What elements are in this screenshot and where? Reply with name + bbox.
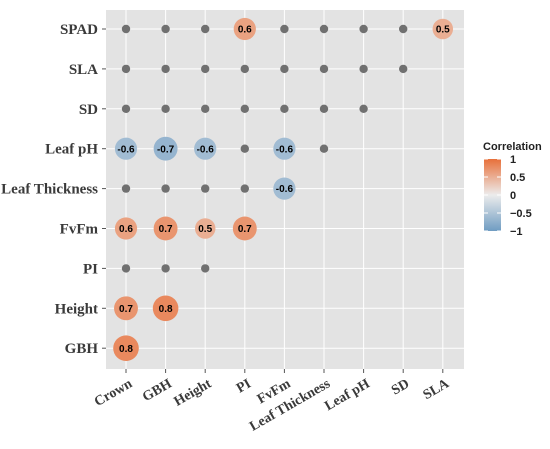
value-label-gbh-crown: 0.8 [119,344,133,355]
circle-fvfm-crown [114,217,138,240]
dot-spad-crown [121,24,131,34]
x-label-pi: PI [234,376,254,396]
x-label-gbh: GBH [140,376,175,405]
value-label-leaf-ph-fvfm: -0.6 [276,144,294,155]
circle-height-gbh [152,295,179,322]
dot-leaf-ph-leaf-thickness [319,144,329,153]
legend-tick-label: −0.5 [510,208,532,220]
dot-sd-fvfm [280,104,289,114]
y-axis-labels: SPAD SLA SD Leaf pH Leaf Thickness FvFm PI Heig… [1,22,98,357]
value-label-height-crown: 0.7 [119,304,133,315]
x-label-sla: SLA [421,376,453,403]
x-label-crown: Crown [92,376,135,410]
dot-sla-leaf-ph [359,64,368,74]
dot-leaf-thickness-height [201,184,210,193]
dot-leaf-thickness-pi [240,184,249,193]
y-label-height: Height [55,301,98,317]
legend: Correlation 1 0.5 0 −0.5 −1 [483,141,542,238]
dot-sla-height [201,64,210,74]
legend-tick-label: −1 [510,226,523,238]
x-label-height: Height [172,376,215,409]
x-label-sd: SD [389,376,412,398]
y-label-spad: SPAD [60,22,98,38]
circle-fvfm-gbh [153,216,178,241]
y-label-leaf-ph: Leaf pH [45,142,98,158]
value-label-fvfm-crown: 0.6 [119,224,133,235]
dot-leaf-thickness-gbh [161,184,170,193]
legend-ticks: 1 0.5 0 −0.5 −1 [484,154,532,238]
dot-spad-leaf-thickness [319,24,329,34]
axis-ticks [102,28,444,373]
dot-sd-crown [121,104,131,114]
legend-colorbar [484,159,501,231]
value-label-fvfm-height: 0.5 [198,224,212,235]
dot-spad-sd [399,24,408,34]
value-label-fvfm-gbh: 0.7 [159,224,173,235]
dot-leaf-thickness-crown [121,184,131,193]
circle-leaf-ph-crown [114,137,138,160]
dot-spad-height [201,24,210,34]
circle-leaf-ph-fvfm [273,137,296,160]
circle-leaf-thickness-fvfm [273,177,296,200]
dot-spad-fvfm [280,24,289,34]
legend-tick-label: 0.5 [510,172,525,184]
value-label-leaf-thickness-fvfm: -0.6 [276,184,294,195]
circle-leaf-ph-gbh [153,136,178,161]
dot-sd-height [201,104,210,114]
dot-sla-gbh [161,64,170,74]
value-label-fvfm-pi: 0.7 [238,224,252,235]
dot-sla-fvfm [280,64,289,74]
circle-gbh-crown [113,335,139,362]
circle-height-crown [114,296,138,321]
y-label-gbh: GBH [65,341,99,357]
dot-sla-leaf-thickness [319,64,329,74]
value-label-leaf-ph-height: -0.6 [197,144,215,155]
value-label-leaf-ph-gbh: -0.7 [157,144,175,155]
legend-title: Correlation [483,141,542,153]
y-label-sla: SLA [69,62,98,78]
dot-sd-gbh [161,104,170,114]
legend-tick-label: 0 [510,190,516,202]
dot-pi-gbh [161,264,170,273]
dot-pi-height [201,264,210,273]
correlation-marks: 0.6 0.5 -0.6 -0.7 -0.6 -0.6 -0.6 0.6 0.7 0.5 0.7 0.… [113,17,454,362]
x-label-leaf-ph: Leaf pH [322,376,372,414]
dot-spad-leaf-ph [359,24,368,34]
value-label-leaf-ph-crown: -0.6 [117,144,135,155]
circle-fvfm-height [194,218,216,239]
dot-sla-pi [240,64,249,74]
dot-sd-pi [240,104,249,114]
value-label-spad-sla: 0.5 [436,25,450,36]
dot-sla-sd [399,64,408,74]
dot-sla-crown [121,64,131,74]
y-label-leaf-thickness: Leaf Thickness [1,182,98,198]
y-label-sd: SD [79,102,98,118]
dot-leaf-ph-pi [240,144,249,153]
circle-fvfm-pi [232,216,257,241]
dot-sd-leaf-thickness [319,104,329,114]
circle-spad-sla [432,18,454,40]
y-label-fvfm: FvFm [60,222,99,238]
value-label-height-gbh: 0.8 [159,304,173,315]
dot-spad-gbh [161,24,170,34]
dot-sd-leaf-ph [359,104,368,114]
legend-tick-label: 1 [510,154,516,166]
dot-pi-crown [121,264,131,273]
circle-spad-pi [233,17,256,41]
circle-leaf-ph-height [194,137,217,160]
y-label-pi: PI [83,261,98,277]
value-label-spad-pi: 0.6 [238,25,252,36]
